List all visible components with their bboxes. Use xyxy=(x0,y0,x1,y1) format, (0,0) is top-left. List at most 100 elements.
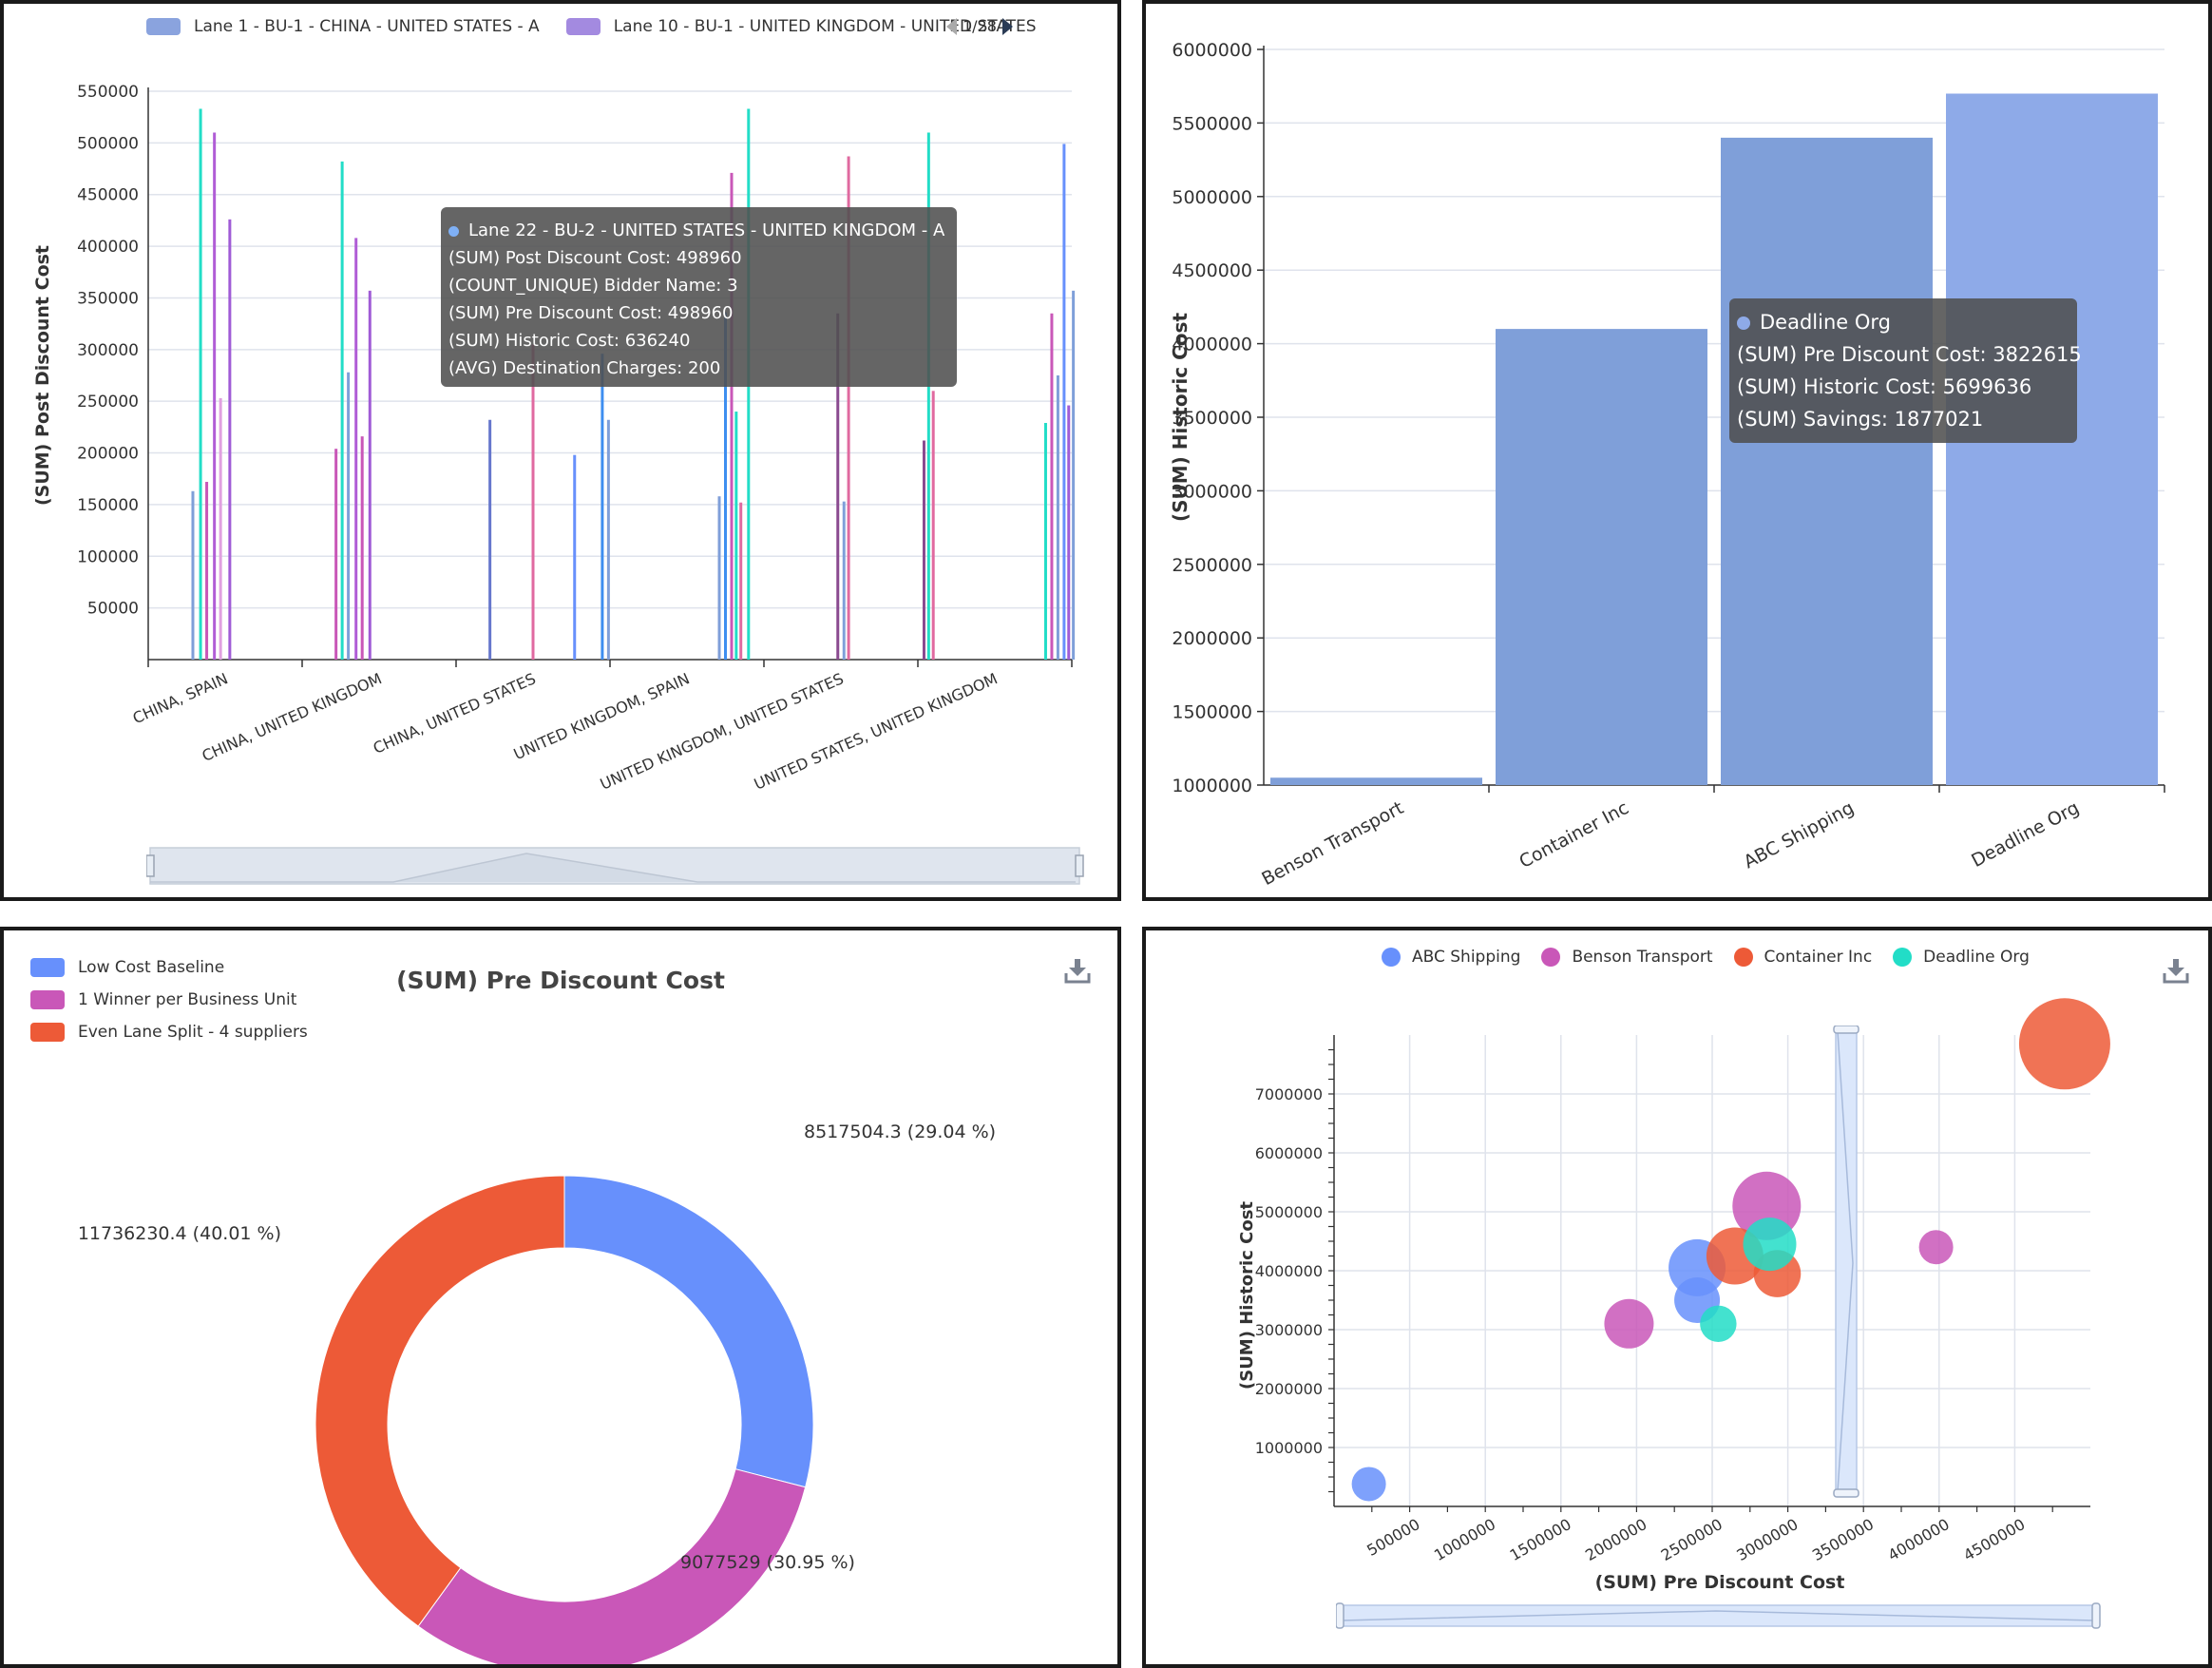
legend-label: Lane 10 - BU-1 - UNITED KINGDOM - UNITED… xyxy=(613,17,1037,36)
zoom-handle-top[interactable] xyxy=(1833,1026,1859,1034)
bubble xyxy=(2018,998,2110,1090)
bar xyxy=(1056,375,1059,660)
y-tick-label: 6000000 xyxy=(1172,40,1252,61)
bar xyxy=(1043,423,1047,660)
y-tick-label: 4000000 xyxy=(1172,335,1252,355)
zoom-handle-right[interactable] xyxy=(1075,854,1084,877)
legend-item-container-inc[interactable]: Container Inc xyxy=(1733,948,1872,967)
y-tick-label: 1000000 xyxy=(1255,1439,1323,1457)
legend-label: Low Cost Baseline xyxy=(78,958,225,977)
y-tick-label: 3000000 xyxy=(1255,1321,1323,1339)
donut-title: (SUM) Pre Discount Cost xyxy=(4,967,1117,994)
pager-text: 1/28 xyxy=(963,17,997,35)
x-zoom-slider[interactable] xyxy=(1336,1601,2106,1630)
zoom-handle-right[interactable] xyxy=(2091,1602,2101,1629)
legend-item-benson-transport[interactable]: Benson Transport xyxy=(1541,948,1713,967)
x-tick-label: ABC Shipping xyxy=(1741,797,1858,872)
donut-title-text: (SUM) Pre Discount Cost xyxy=(396,967,725,994)
tooltip-dot xyxy=(1737,316,1750,330)
slice-label: 9077529 (30.95 %) xyxy=(680,1552,855,1573)
post-discount-bar-chart-panel: 50000 100000 150000 200000 250000 300000 35000… xyxy=(0,0,1121,901)
cost-bubble-chart: 1000000 2000000 3000000 4000000 5000000 60000… xyxy=(1237,998,2110,1593)
x-tick-label: 3500000 xyxy=(1809,1515,1877,1564)
bar xyxy=(368,290,372,660)
legend-label: 1 Winner per Business Unit xyxy=(78,990,297,1009)
tooltip-row: (SUM) Pre Discount Cost: 498960 xyxy=(448,303,734,323)
legend-swatch xyxy=(30,1023,65,1042)
y-tick-label: 350000 xyxy=(77,289,139,308)
legend-item-even-lane-split[interactable]: Even Lane Split - 4 suppliers xyxy=(30,1016,308,1048)
legend-label: Even Lane Split - 4 suppliers xyxy=(78,1023,308,1042)
tooltip-row: (SUM) Savings: 1877021 xyxy=(1737,408,1984,431)
x-tick-label: 1500000 xyxy=(1507,1515,1574,1564)
bar xyxy=(1062,144,1066,660)
legend-swatch xyxy=(565,18,601,35)
y-axis-title: (SUM) Historic Cost xyxy=(1237,1201,1257,1390)
y-tick-label: 550000 xyxy=(77,83,139,102)
pre-discount-donut-panel: 8517504.3 (29.04 %) 9077529 (30.95 %) 1173… xyxy=(0,927,1121,1668)
bar xyxy=(606,419,610,660)
bar xyxy=(836,313,840,660)
x-tick-label: UNITED KINGDOM, UNITED STATES xyxy=(598,669,847,794)
donut-slice xyxy=(315,1175,565,1627)
legend-item-abc-shipping[interactable]: ABC Shipping xyxy=(1382,948,1520,967)
legend-swatch xyxy=(1541,948,1561,967)
y-tick-label: 400000 xyxy=(77,238,139,257)
bar xyxy=(717,496,721,660)
bar xyxy=(334,449,338,660)
y-tick-label: 2500000 xyxy=(1172,555,1252,576)
x-zoom-slider[interactable] xyxy=(146,844,1087,888)
download-icon[interactable] xyxy=(1064,959,1091,984)
legend-item-deadline-org[interactable]: Deadline Org xyxy=(1893,948,2030,967)
tooltip-header: Lane 22 - BU-2 - UNITED STATES - UNITED … xyxy=(468,220,945,240)
download-icon[interactable] xyxy=(2163,959,2189,984)
zoom-handle-left[interactable] xyxy=(146,854,155,877)
y-tick-label: 50000 xyxy=(87,600,139,619)
bar xyxy=(191,490,195,660)
legend-swatch xyxy=(30,990,65,1009)
x-tick-label: 2500000 xyxy=(1658,1515,1726,1564)
x-axis-title: (SUM) Pre Discount Cost xyxy=(1595,1572,1845,1593)
bar xyxy=(724,312,727,660)
y-tick-label: 500000 xyxy=(77,134,139,153)
y-tick-label: 100000 xyxy=(77,547,139,566)
y-tick-label: 5000000 xyxy=(1255,1203,1323,1221)
bar xyxy=(228,219,232,660)
bar xyxy=(531,344,535,660)
pager-prev-icon[interactable] xyxy=(946,17,957,35)
bar xyxy=(1496,329,1707,785)
bar xyxy=(199,108,202,660)
zoom-handle-bottom[interactable] xyxy=(1833,1488,1859,1498)
tooltip-row: (AVG) Destination Charges: 200 xyxy=(448,358,721,378)
legend-item-lane-10[interactable]: Lane 10 - BU-1 - UNITED KINGDOM - UNITED… xyxy=(565,17,1037,36)
bar xyxy=(734,412,738,660)
x-tick-label: Benson Transport xyxy=(1258,797,1406,890)
x-tick-label: UNITED STATES, UNITED KINGDOM xyxy=(752,669,1001,794)
pager-next-icon[interactable] xyxy=(1001,17,1013,35)
scenario-legend: Low Cost Baseline 1 Winner per Business … xyxy=(30,951,308,1048)
bar xyxy=(1067,405,1071,660)
tooltip-dot xyxy=(448,225,459,237)
x-tick-label: Container Inc xyxy=(1516,797,1631,872)
y-tick-label: 450000 xyxy=(77,186,139,205)
bar xyxy=(730,172,734,661)
bubble xyxy=(1743,1217,1797,1272)
bar xyxy=(1072,290,1076,660)
legend-swatch xyxy=(146,18,181,35)
donut-slice xyxy=(563,1175,814,1488)
bar xyxy=(213,132,217,660)
y-tick-label: 5500000 xyxy=(1172,113,1252,134)
zoom-handle-left[interactable] xyxy=(1336,1602,1344,1629)
bar xyxy=(1270,777,1482,785)
legend-item-1-winner[interactable]: 1 Winner per Business Unit xyxy=(30,984,308,1016)
tooltip-row: (SUM) Historic Cost: 5699636 xyxy=(1737,375,2032,398)
y-tick-label: 1000000 xyxy=(1172,776,1252,796)
lane-tooltip: Lane 22 - BU-2 - UNITED STATES - UNITED … xyxy=(441,207,957,387)
bar xyxy=(1050,313,1054,660)
legend-item-low-cost-baseline[interactable]: Low Cost Baseline xyxy=(30,951,308,984)
legend-swatch xyxy=(1382,948,1401,967)
y-tick-label: 200000 xyxy=(77,445,139,464)
y-zoom-slider[interactable] xyxy=(1832,1026,1860,1501)
x-tick-label: 1000000 xyxy=(1431,1515,1498,1564)
legend-item-lane-1[interactable]: Lane 1 - BU-1 - CHINA - UNITED STATES - … xyxy=(146,17,540,36)
